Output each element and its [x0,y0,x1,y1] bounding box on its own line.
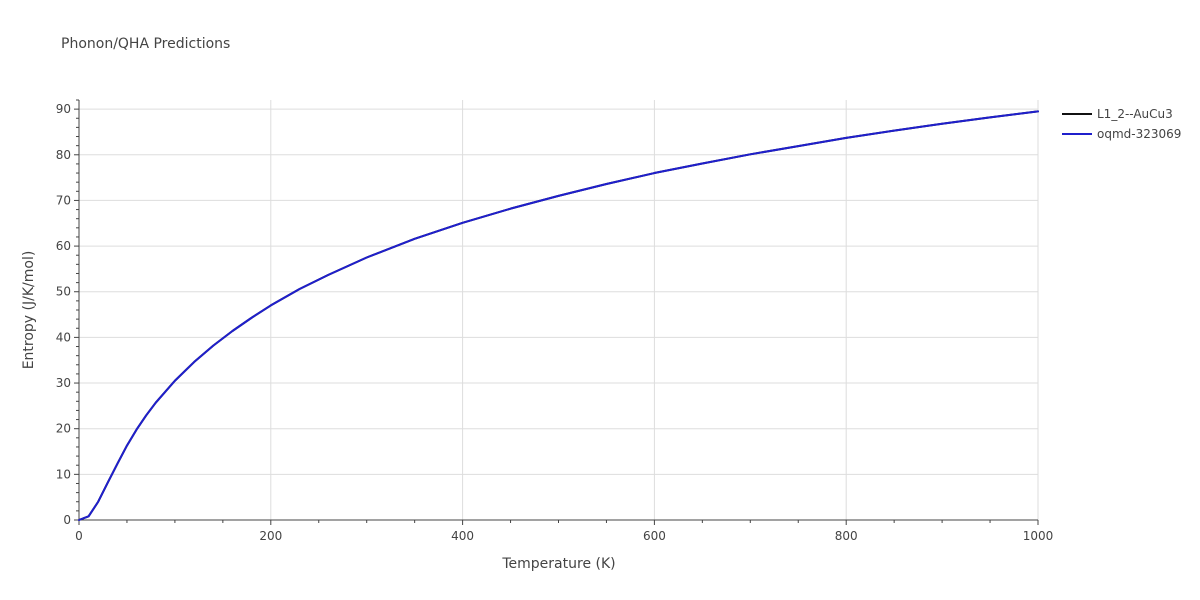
labels-layer: 0 200 400 600 800 1000 0 10 20 30 40 50 60 70 80 90 [56,102,1054,543]
series-layer [78,110,1039,521]
series-line-2 [78,110,1039,521]
x-tick-label: 600 [643,529,666,543]
legend-item-2[interactable]: oqmd-323069 [1062,127,1181,141]
y-axis-title: Entropy (J/K/mol) [21,251,37,370]
y-tick-label: 30 [56,376,71,390]
legend[interactable]: L1_2--AuCu3 oqmd-323069 [1062,107,1181,141]
series-line-1 [78,110,1039,521]
x-tick-label: 0 [75,529,83,543]
x-tick-label: 200 [259,529,282,543]
chart-title: Phonon/QHA Predictions [61,36,231,52]
y-tick-label: 60 [56,239,71,253]
y-tick-label: 40 [56,330,71,344]
y-tick-label: 70 [56,193,71,207]
y-tick-label: 20 [56,422,71,436]
y-tick-label: 90 [56,102,71,116]
x-tick-label: 1000 [1023,529,1054,543]
legend-label: oqmd-323069 [1097,127,1181,141]
grid-layer [79,100,1039,520]
axes-layer [74,99,1039,525]
y-tick-label: 50 [56,285,71,299]
legend-item-1[interactable]: L1_2--AuCu3 [1062,107,1173,121]
y-tick-label: 80 [56,148,71,162]
x-tick-label: 800 [835,529,858,543]
x-axis-title: Temperature (K) [501,556,615,572]
x-tick-label: 400 [451,529,474,543]
y-tick-label: 0 [63,513,71,527]
y-tick-label: 10 [56,467,71,481]
legend-label: L1_2--AuCu3 [1097,107,1173,121]
